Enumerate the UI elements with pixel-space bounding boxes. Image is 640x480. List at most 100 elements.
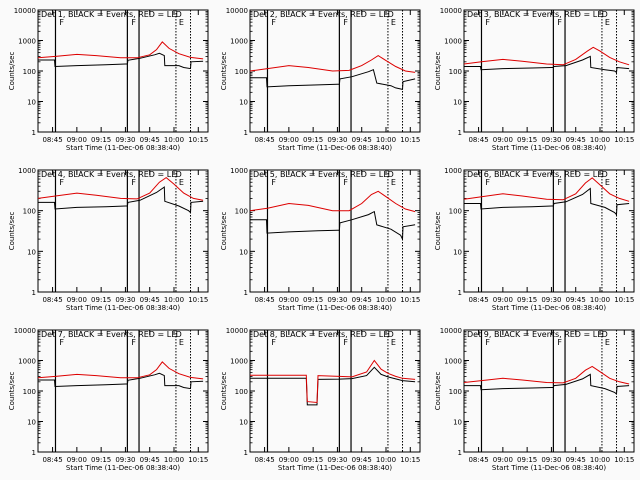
x-axis-label: Start Time (11-Dec-06 08:38:40) [492, 464, 606, 472]
flag-label: F [485, 178, 490, 187]
series-events-line [464, 55, 630, 74]
panel-title: Det 4, BLACK = Events, RED = LLD [41, 170, 182, 179]
x-tick-label: 09:00 [279, 296, 299, 304]
x-tick-label: 09:45 [140, 296, 160, 304]
x-tick-label: 09:15 [517, 296, 537, 304]
x-axis-label: Start Time (11-Dec-06 08:38:40) [66, 144, 180, 152]
y-tick-label: 10000 [226, 327, 248, 335]
x-tick-label: 10:15 [188, 296, 208, 304]
plot-frame [37, 169, 209, 293]
x-tick-label: 10:15 [614, 456, 634, 464]
x-tick-label: 09:15 [303, 296, 323, 304]
x-tick-label: 08:45 [42, 296, 62, 304]
x-tick-label: 10:15 [400, 136, 420, 144]
x-tick-label: 09:15 [303, 136, 323, 144]
flag-label: E [179, 338, 184, 347]
y-tick-label: 1000 [18, 38, 36, 46]
y-tick-label: 1000 [444, 167, 462, 175]
flag-label: F [343, 18, 348, 27]
flag-label: F [557, 338, 562, 347]
x-tick-label: 09:30 [327, 456, 347, 464]
y-tick-label: 1 [32, 289, 36, 297]
x-tick-label: 09:30 [541, 136, 561, 144]
x-tick-label: 09:30 [541, 456, 561, 464]
x-tick-label: 10:00 [164, 456, 184, 464]
flag-label: F [485, 18, 490, 27]
x-tick-label: 09:15 [517, 136, 537, 144]
x-tick-label: 08:45 [254, 456, 274, 464]
flag-label: F [131, 18, 136, 27]
plot-frame [463, 9, 635, 133]
y-tick-label: 100 [23, 208, 36, 216]
y-tick-label: 100 [449, 208, 462, 216]
x-tick-label: 09:00 [493, 136, 513, 144]
plot-frame [463, 329, 635, 453]
series-events-line [38, 52, 204, 70]
y-tick-label: 1000 [230, 38, 248, 46]
x-tick-label: 10:15 [188, 456, 208, 464]
x-tick-label: 10:00 [376, 456, 396, 464]
y-tick-label: 10 [27, 419, 36, 427]
y-tick-label: 1000 [18, 167, 36, 175]
x-axis-label: Start Time (11-Dec-06 08:38:40) [66, 464, 180, 472]
y-tick-label: 100 [235, 388, 248, 396]
y-tick-label: 1 [244, 129, 248, 137]
x-tick-label: 08:45 [254, 136, 274, 144]
plot-frame [37, 329, 209, 453]
x-tick-label: 09:15 [517, 456, 537, 464]
y-axis-label: Counts/sec [8, 52, 16, 91]
y-tick-label: 1000 [230, 358, 248, 366]
y-axis-label: Counts/sec [220, 212, 228, 251]
x-tick-label: 10:00 [164, 296, 184, 304]
x-tick-label: 09:30 [115, 456, 135, 464]
x-tick-label: 10:00 [590, 296, 610, 304]
y-axis-label: Counts/sec [220, 52, 228, 91]
x-axis-label: Start Time (11-Dec-06 08:38:40) [278, 464, 392, 472]
panel-title: Det 1, BLACK = Events, RED = LLD [41, 10, 182, 19]
flag-label: F [271, 338, 276, 347]
x-tick-label: 08:45 [468, 456, 488, 464]
x-tick-label: 09:30 [115, 136, 135, 144]
x-tick-label: 10:00 [590, 136, 610, 144]
series-lld-line [37, 41, 204, 60]
y-tick-label: 10000 [440, 7, 462, 15]
series-events-line [250, 210, 416, 240]
flag-label: F [485, 338, 490, 347]
y-tick-label: 100 [235, 208, 248, 216]
y-tick-label: 1000 [230, 167, 248, 175]
x-tick-label: 09:45 [352, 136, 372, 144]
panel-title: Det 3, BLACK = Events, RED = LLD [467, 10, 608, 19]
series-lld-line [37, 176, 204, 201]
series-lld-line [37, 361, 204, 380]
y-tick-label: 1000 [444, 358, 462, 366]
flag-label: F [59, 178, 64, 187]
x-tick-label: 09:00 [67, 296, 87, 304]
panel-title: Det 6, BLACK = Events, RED = LLD [467, 170, 608, 179]
y-tick-label: 1000 [18, 358, 36, 366]
panel-title: Det 2, BLACK = Events, RED = LLD [253, 10, 394, 19]
x-tick-label: 10:15 [614, 296, 634, 304]
y-tick-label: 10000 [14, 327, 36, 335]
flag-label: F [131, 178, 136, 187]
x-tick-label: 09:00 [493, 296, 513, 304]
plot-frame [37, 9, 209, 133]
flag-label: F [557, 178, 562, 187]
x-tick-label: 10:15 [614, 136, 634, 144]
y-tick-label: 10000 [226, 7, 248, 15]
flag-label: E [391, 338, 396, 347]
x-tick-label: 10:00 [376, 136, 396, 144]
y-tick-label: 1000 [444, 38, 462, 46]
x-tick-label: 09:30 [541, 296, 561, 304]
x-tick-label: 09:00 [67, 456, 87, 464]
panel-title: Det 9, BLACK = Events, RED = LLD [467, 330, 608, 339]
x-tick-label: 08:45 [468, 296, 488, 304]
panel-title: Det 5, BLACK = Events, RED = LLD [253, 170, 394, 179]
x-tick-label: 08:45 [254, 296, 274, 304]
y-axis-label: Counts/sec [434, 52, 442, 91]
x-axis-label: Start Time (11-Dec-06 08:38:40) [492, 304, 606, 312]
panel-title: Det 8, BLACK = Events, RED = LLD [253, 330, 394, 339]
y-axis-label: Counts/sec [8, 372, 16, 411]
